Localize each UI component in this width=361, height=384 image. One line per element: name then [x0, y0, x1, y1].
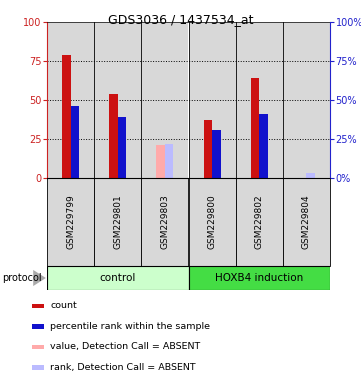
- Bar: [142, 178, 188, 266]
- Bar: [71, 106, 79, 178]
- Text: percentile rank within the sample: percentile rank within the sample: [50, 322, 210, 331]
- Text: count: count: [50, 301, 77, 310]
- Bar: [47, 266, 188, 290]
- Bar: [31, 324, 44, 329]
- Text: value, Detection Call = ABSENT: value, Detection Call = ABSENT: [50, 343, 200, 351]
- Bar: [94, 22, 142, 178]
- Bar: [188, 266, 330, 290]
- Text: HOXB4 induction: HOXB4 induction: [215, 273, 303, 283]
- Text: protocol: protocol: [2, 273, 42, 283]
- Bar: [236, 22, 283, 178]
- Bar: [259, 114, 268, 178]
- Bar: [142, 22, 188, 178]
- Polygon shape: [33, 270, 46, 286]
- Bar: [283, 178, 330, 266]
- Bar: [251, 78, 259, 178]
- Bar: [236, 178, 283, 266]
- Bar: [47, 178, 94, 266]
- Bar: [212, 130, 221, 178]
- Bar: [165, 144, 173, 178]
- Text: GSM229802: GSM229802: [255, 195, 264, 249]
- Bar: [118, 117, 126, 178]
- Bar: [31, 344, 44, 349]
- Text: control: control: [100, 273, 136, 283]
- Bar: [283, 22, 330, 178]
- Bar: [31, 304, 44, 308]
- Text: GSM229799: GSM229799: [66, 195, 75, 249]
- Bar: [188, 178, 236, 266]
- Text: rank, Detection Call = ABSENT: rank, Detection Call = ABSENT: [50, 363, 196, 372]
- Text: GSM229800: GSM229800: [208, 195, 217, 249]
- Bar: [306, 173, 315, 178]
- Bar: [47, 22, 94, 178]
- Text: GDS3036 / 1437534_at: GDS3036 / 1437534_at: [108, 13, 253, 26]
- Bar: [31, 365, 44, 369]
- Text: GSM229804: GSM229804: [302, 195, 311, 249]
- Bar: [204, 120, 212, 178]
- Text: GSM229803: GSM229803: [160, 195, 169, 249]
- Bar: [156, 145, 165, 178]
- Bar: [94, 178, 142, 266]
- Bar: [62, 55, 71, 178]
- Bar: [109, 94, 118, 178]
- Text: GSM229801: GSM229801: [113, 195, 122, 249]
- Bar: [188, 22, 236, 178]
